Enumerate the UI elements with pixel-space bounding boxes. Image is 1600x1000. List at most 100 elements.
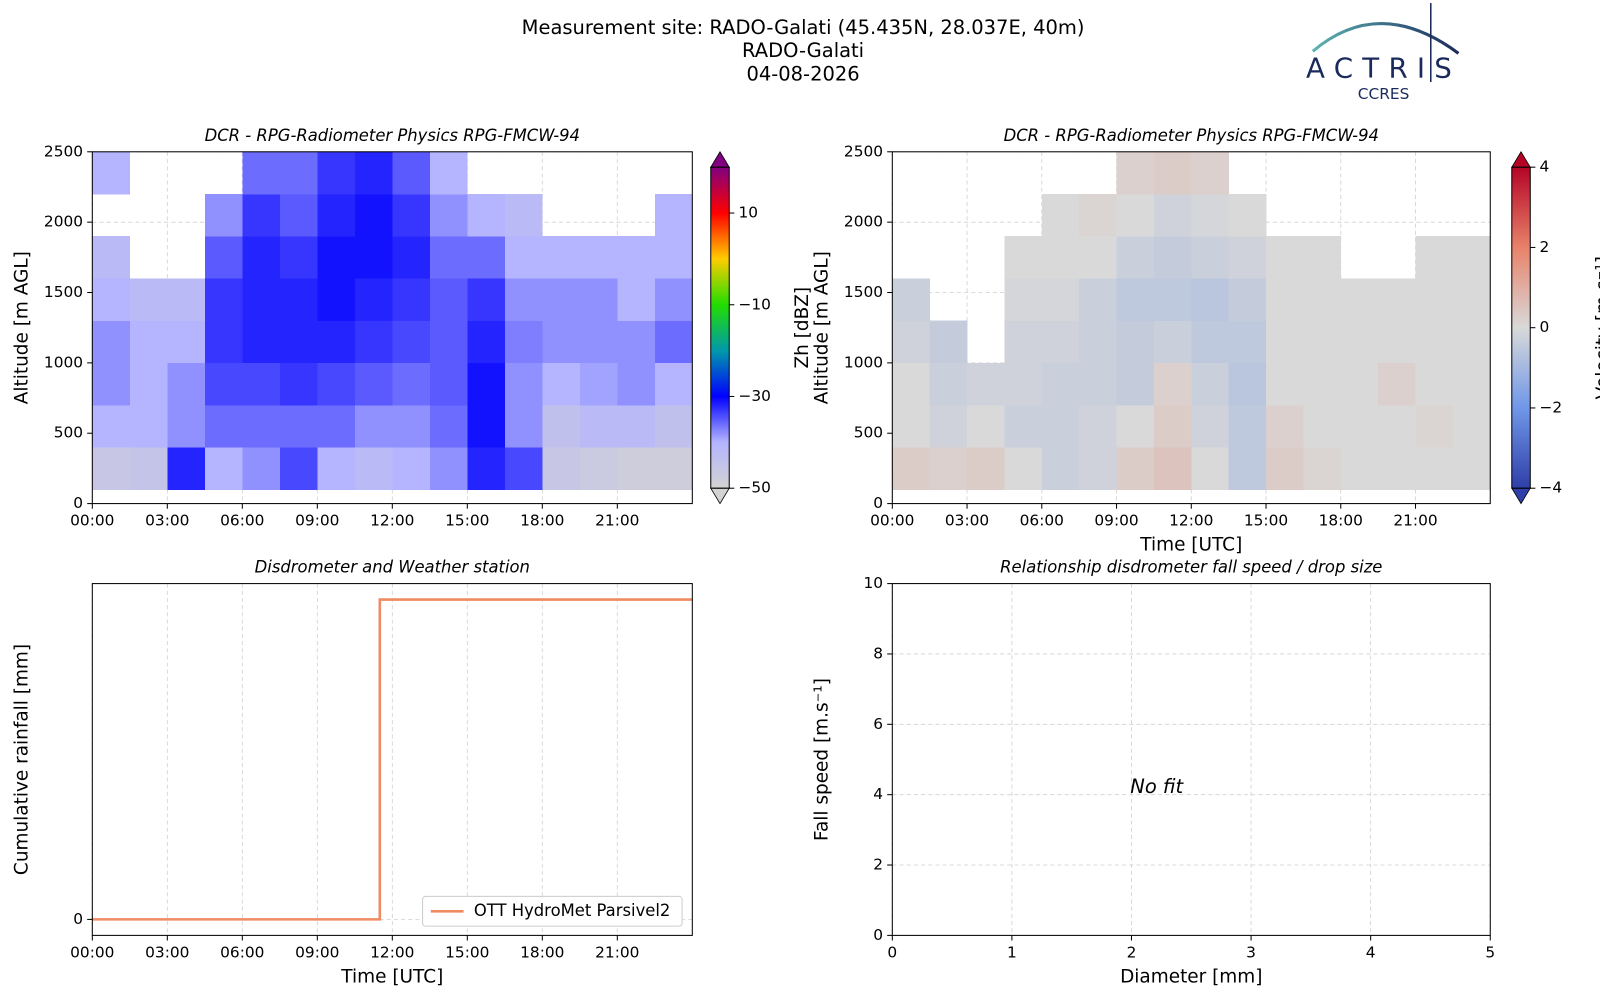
colorbar-tick-label: −10: [738, 295, 770, 313]
colorbar-label: Velocity [m.s⁻¹]: [1593, 256, 1600, 399]
y-tick-label: 2500: [44, 142, 83, 160]
heatmap-cell: [579, 236, 618, 279]
heatmap-cell: [1004, 447, 1043, 490]
heatmap-cell: [1004, 320, 1043, 364]
heatmap-cell: [242, 236, 281, 279]
heatmap-cell: [1041, 447, 1080, 490]
site-name: RADO-Galati: [742, 39, 864, 62]
legend-label: OTT HydroMet Parsivel2: [474, 901, 671, 920]
heatmap-cell: [204, 362, 243, 406]
y-tick-label: 8: [873, 644, 883, 662]
heatmap-cell: [1378, 320, 1416, 364]
heatmap-cell: [504, 236, 543, 279]
colorbar-tick-label: −30: [738, 387, 770, 405]
y-tick-label: 0: [73, 910, 83, 928]
x-tick-label: 09:00: [1094, 512, 1138, 530]
heatmap-cell: [892, 447, 930, 490]
heatmap-cell: [167, 405, 206, 448]
heatmap-cell: [892, 278, 930, 321]
heatmap-cell: [279, 194, 318, 237]
heatmap-cell: [392, 151, 431, 195]
plot-frame: [91, 583, 693, 936]
heatmap-cell: [1116, 151, 1155, 195]
heatmap-cell: [967, 362, 1005, 406]
heatmap-cell: [1228, 236, 1267, 279]
heatmap-cell: [429, 405, 468, 448]
x-tick-label: 21:00: [595, 512, 639, 530]
heatmap-cell: [317, 320, 356, 364]
x-tick-label: 2: [1127, 943, 1137, 961]
colorbar-extend-bottom: [1511, 487, 1531, 505]
heatmap-cell: [354, 236, 393, 279]
heatmap-cell: [617, 447, 656, 490]
heatmap-cell: [1228, 447, 1267, 490]
heatmap-cell: [1303, 362, 1342, 406]
x-tick-label: 03:00: [945, 512, 989, 530]
heatmap-cell: [354, 320, 393, 364]
x-tick-label: 03:00: [145, 943, 189, 961]
heatmap-cell: [1452, 278, 1491, 321]
x-tick-label: 03:00: [145, 512, 189, 530]
heatmap-cell: [392, 320, 431, 364]
heatmap-cell: [279, 320, 318, 364]
heatmap-cell: [279, 405, 318, 448]
heatmap-cell: [579, 362, 618, 406]
heatmap-cell: [617, 362, 656, 406]
heatmap-cell: [1452, 236, 1491, 279]
heatmap-cell: [929, 320, 968, 364]
y-tick-label: 0: [873, 926, 883, 944]
heatmap-cell: [317, 151, 356, 195]
heatmap-cell: [617, 320, 656, 364]
heatmap-cell: [654, 447, 693, 490]
colorbar-tick-label: 0: [1539, 318, 1549, 336]
heatmap-cell: [1116, 236, 1155, 279]
chart-title: DCR - RPG-Radiometer Physics RPG-FMCW-94: [1004, 126, 1379, 145]
y-tick-label: 1500: [44, 283, 83, 301]
heatmap-cell: [579, 320, 618, 364]
heatmap-cell: [279, 278, 318, 321]
heatmap-cell: [1041, 320, 1080, 364]
heatmap-cell: [467, 278, 506, 321]
heatmap-cell: [1228, 278, 1267, 321]
annotation: No fit: [1130, 775, 1184, 798]
heatmap-cell: [317, 447, 356, 490]
logo: ACTRIS CCRES: [1306, 3, 1461, 103]
y-tick-label: 10: [863, 574, 883, 592]
heatmap-cell: [1153, 194, 1192, 237]
heatmap-cell: [1004, 405, 1043, 448]
heatmap-cell: [242, 151, 281, 195]
heatmap-cell: [542, 362, 581, 406]
heatmap-cell: [204, 278, 243, 321]
heatmap-cell: [1228, 405, 1267, 448]
logo-name: ACTRIS: [1306, 52, 1461, 85]
heatmap-cell: [354, 278, 393, 321]
heatmap-cell: [654, 236, 693, 279]
x-tick-label: 3: [1246, 943, 1256, 961]
heatmap-cell: [654, 278, 693, 321]
heatmap-cell: [129, 278, 168, 321]
x-tick-label: 21:00: [595, 943, 639, 961]
logo-arc: [1311, 22, 1460, 55]
heatmap-cell: [1340, 362, 1379, 406]
heatmap-cell: [1452, 362, 1491, 406]
chart-title: DCR - RPG-Radiometer Physics RPG-FMCW-94: [205, 126, 580, 145]
heatmap-cell: [1191, 447, 1229, 490]
heatmap-cell: [1191, 405, 1229, 448]
heatmap-cell: [467, 320, 506, 364]
y-tick-label: 4: [873, 785, 883, 803]
heatmap-cell: [467, 447, 506, 490]
heatmap-cell: [1340, 405, 1379, 448]
heatmap-cell: [1303, 320, 1342, 364]
heatmap-cell: [1079, 236, 1117, 279]
heatmap-cell: [1004, 236, 1043, 279]
heatmap-cell: [1266, 236, 1304, 279]
colorbar-extend-top: [710, 150, 730, 168]
heatmap-cell: [542, 278, 581, 321]
heatmap-cell: [1378, 278, 1416, 321]
heatmap-cell: [429, 320, 468, 364]
x-tick-label: 18:00: [1319, 512, 1363, 530]
y-tick-label: 2000: [44, 213, 83, 231]
x-tick-label: 4: [1366, 943, 1376, 961]
heatmap-cell: [92, 278, 131, 321]
